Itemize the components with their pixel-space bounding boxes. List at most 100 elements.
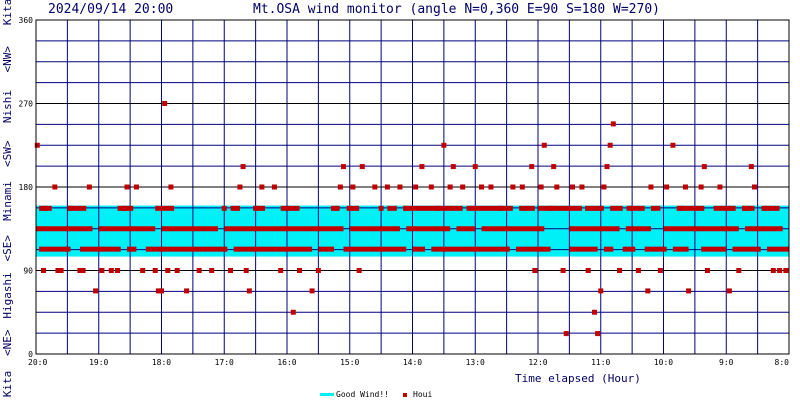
houi-dash-segment — [346, 205, 360, 211]
side-label: Kita — [1, 371, 14, 398]
houi-dash-segment — [233, 246, 313, 252]
houi-dash-segment — [456, 226, 476, 232]
houi-dash-segment — [318, 246, 335, 252]
x-axis-label: Time elapsed (Hour) — [515, 372, 641, 385]
side-label: Kita — [1, 0, 14, 25]
houi-point — [403, 205, 409, 211]
houi-point — [356, 268, 362, 273]
houi-dash-segment — [701, 246, 727, 252]
houi-point — [472, 164, 478, 170]
side-compass-labels: Kita <NE> Higashi <SE> Minami <SW> Nishi <NW> Ki… — [1, 0, 14, 397]
houi-point — [359, 164, 365, 170]
side-label: Higashi — [1, 272, 14, 318]
houi-point — [86, 184, 92, 190]
houi-point — [159, 288, 164, 294]
houi-dash-segment — [431, 246, 510, 252]
houi-point — [228, 268, 234, 273]
houi-dash-segment — [280, 205, 300, 211]
side-label: Nishi — [1, 90, 14, 123]
houi-point — [698, 184, 704, 190]
x-tick-label: 20:0 — [28, 358, 47, 367]
houi-point — [243, 268, 249, 273]
side-label: Minami — [1, 181, 14, 221]
x-tick-label: 14:0 — [403, 358, 422, 367]
houi-point — [124, 184, 130, 190]
houi-point — [548, 205, 554, 211]
houi-point — [196, 268, 202, 273]
houi-point — [704, 268, 710, 273]
houi-point — [441, 142, 447, 148]
houi-point — [585, 268, 591, 273]
houi-dash-segment — [745, 226, 783, 232]
houi-dash-segment — [39, 246, 71, 252]
houi-dash-segment — [650, 205, 661, 211]
houi-point — [435, 205, 441, 211]
houi-dash-segment — [67, 205, 87, 211]
houi-point — [488, 184, 494, 190]
houi-point — [297, 268, 303, 273]
houi-point — [428, 184, 434, 190]
houi-point — [413, 184, 419, 190]
houi-dash-segment — [161, 226, 218, 232]
side-label: <NW> — [1, 46, 14, 73]
houi-point — [450, 164, 456, 170]
houi-point — [419, 164, 425, 170]
houi-point — [761, 205, 767, 211]
houi-point — [140, 268, 146, 273]
plot-frame — [35, 19, 790, 355]
houi-point — [770, 268, 776, 273]
legend-good-wind-label: Good Wind!! — [336, 390, 389, 399]
houi-point — [532, 268, 538, 273]
houi-point — [340, 164, 346, 170]
houi-point — [736, 268, 742, 273]
houi-point — [115, 268, 121, 273]
houi-dash-segment — [628, 205, 645, 211]
houi-dash-segment — [155, 205, 175, 211]
houi-dash-segment — [349, 226, 400, 232]
houi-point — [682, 184, 688, 190]
x-tick-label: 12:0 — [528, 358, 547, 367]
houi-point — [41, 268, 47, 273]
houi-point — [554, 184, 560, 190]
houi-point — [240, 164, 246, 170]
x-tick-labels: 20:0 19:0 18:0 17:0 16:0 15:0 14:0 13:0 12:0 11:0… — [28, 358, 789, 367]
houi-dash-segment — [679, 205, 705, 211]
houi-point — [529, 164, 535, 170]
houi-point — [686, 288, 692, 294]
y-tick-labels: 0 90 180 270 360 — [19, 16, 34, 359]
houi-point — [152, 268, 158, 273]
houi-dash-segment — [767, 246, 789, 252]
houi-point — [55, 268, 61, 273]
houi-point — [350, 184, 356, 190]
houi-point — [253, 205, 259, 211]
houi-point — [221, 205, 227, 211]
houi-dash-segment — [224, 226, 344, 232]
houi-point — [184, 288, 190, 294]
legend: Good Wind!! Houi — [320, 390, 432, 399]
houi-point — [447, 184, 453, 190]
houi-dash-segment — [79, 246, 121, 252]
timestamp-label: 2024/09/14 20:00 — [48, 2, 173, 17]
houi-point — [664, 184, 670, 190]
houi-dash-segment — [622, 246, 636, 252]
houi-point — [397, 184, 403, 190]
houi-dash-segment — [230, 205, 240, 211]
houi-point — [598, 288, 604, 294]
y-tick-label: 270 — [19, 100, 34, 109]
houi-point — [601, 184, 607, 190]
houi-point — [42, 205, 48, 211]
x-tick-label: 8:0 — [775, 358, 790, 367]
houi-dash-segment — [625, 226, 651, 232]
houi-point — [372, 184, 378, 190]
houi-point — [607, 142, 613, 148]
x-tick-label: 17:0 — [215, 358, 234, 367]
houi-dash-segment — [741, 205, 755, 211]
x-tick-label: 19:0 — [89, 358, 108, 367]
houi-dash-segment — [644, 246, 667, 252]
houi-point — [337, 184, 343, 190]
houi-point — [278, 268, 284, 273]
houi-dash-segment — [672, 246, 689, 252]
houi-dash-segment — [468, 205, 513, 211]
houi-dash-segment — [663, 226, 739, 232]
houi-point — [334, 205, 340, 211]
